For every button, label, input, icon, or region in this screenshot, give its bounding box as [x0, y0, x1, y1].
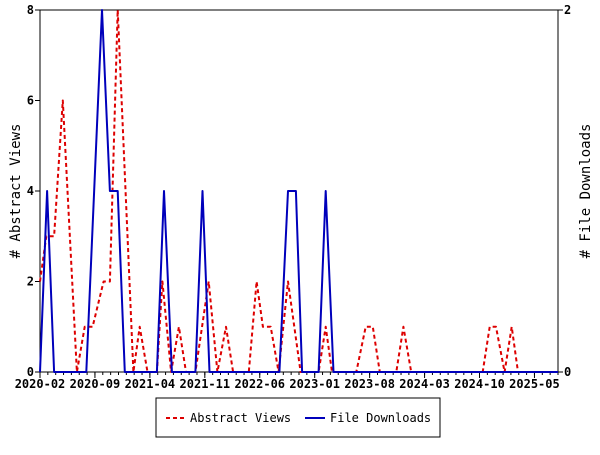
legend-label-file-downloads: File Downloads [330, 411, 431, 425]
y-left-tick-label: 6 [27, 94, 34, 108]
y-right-tick-label: 0 [564, 365, 571, 379]
y-left-tick-label: 0 [27, 365, 34, 379]
y-left-tick-label: 8 [27, 3, 34, 17]
y-axis-right-label: # File Downloads [578, 124, 594, 259]
x-tick-label: 2024-10 [454, 377, 505, 391]
y-left-tick-label: 2 [27, 275, 34, 289]
series-line-file-downloads [39, 9, 558, 373]
x-tick-label: 2024-03 [399, 377, 450, 391]
legend-box [155, 397, 441, 438]
x-tick-label: 2023-08 [344, 377, 395, 391]
x-tick-label: 2020-09 [70, 377, 121, 391]
y-right-tick-label: 2 [564, 3, 571, 17]
y-left-tick-label: 4 [27, 184, 34, 198]
x-tick-label: 2021-04 [125, 377, 176, 391]
x-tick-label: 2022-06 [234, 377, 285, 391]
y-axis-left-label: # Abstract Views [8, 124, 24, 259]
x-tick-label: 2023-01 [289, 377, 340, 391]
x-tick-label: 2021-11 [180, 377, 231, 391]
series-line-abstract-views [39, 9, 558, 373]
plot-area [39, 9, 559, 373]
legend: Abstract Views File Downloads [155, 397, 441, 438]
legend-label-abstract-views: Abstract Views [190, 411, 291, 425]
x-tick-label: 2020-02 [15, 377, 66, 391]
x-tick-label: 2025-05 [509, 377, 560, 391]
